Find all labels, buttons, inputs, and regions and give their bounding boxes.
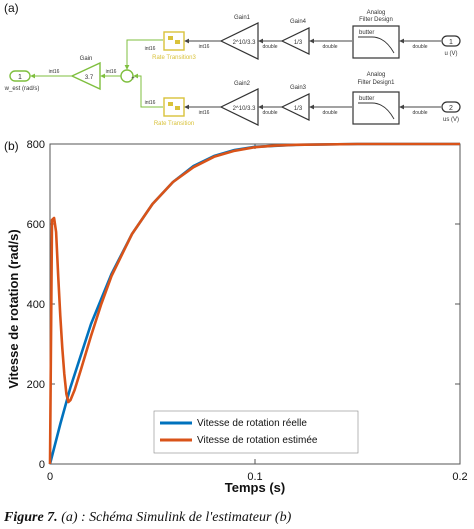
sig-gain2-in: double — [262, 110, 277, 116]
y-tick-label: 400 — [27, 299, 45, 311]
sig-gain3-in: double — [322, 110, 337, 116]
gain-est-title: Gain — [80, 56, 93, 62]
gain1-title: Gain1 — [234, 15, 251, 21]
gain4-block[interactable]: 1/3 Gain4 — [280, 19, 310, 55]
sig-rt-lower-in: int16 — [199, 110, 210, 116]
filter-lower-text: butter — [359, 96, 374, 102]
legend: Vitesse de rotation réelle Vitesse de ro… — [153, 410, 359, 454]
input-port-us[interactable]: 2 us (V) — [441, 101, 461, 123]
x-tick-label: 0.1 — [247, 471, 262, 483]
simulink-diagram: (a) 1 w_est (rad/s) 3.7 Gain int16 + + i… — [4, 1, 461, 127]
sig-filter-lower-in: double — [412, 110, 427, 116]
rate-transition-lower[interactable]: Rate Transition — [154, 97, 194, 127]
rate-transition-lower-label: Rate Transition — [154, 121, 194, 127]
gain-est-value: 3.7 — [85, 75, 94, 81]
input-port-us-number: 2 — [449, 105, 453, 112]
figure-caption: Figure 7. (a) : Schéma Simulink de l'est… — [4, 510, 470, 526]
input-port-u-number: 1 — [449, 39, 453, 46]
caption-text: (a) : Schéma Simulink de l'estimateur (b… — [57, 510, 292, 525]
output-port[interactable]: 1 w_est (rad/s) — [4, 70, 40, 92]
input-port-u-name: u (V) — [444, 51, 457, 57]
sum-block[interactable]: + + — [120, 64, 135, 83]
panel-a-label: (a) — [4, 1, 19, 15]
gain3-title: Gain3 — [290, 85, 307, 91]
caption-lead: Figure 7. — [4, 510, 58, 525]
y-axis: 0 200 400 600 800 — [27, 139, 460, 471]
sig-sum-in-lower: int16 — [145, 100, 156, 106]
input-port-u[interactable]: 1 u (V) — [441, 35, 461, 57]
legend-label-real: Vitesse de rotation réelle — [197, 418, 307, 429]
gain4-value: 1/3 — [294, 40, 303, 46]
filter-upper-title-1: Analog — [367, 10, 386, 16]
x-axis: 0 0.1 0.2 — [47, 144, 468, 483]
gain4-title: Gain4 — [290, 19, 307, 25]
gain1-block[interactable]: 2^10/3.3 Gain1 — [219, 15, 259, 60]
wire-lower-to-sum — [133, 73, 163, 108]
output-port-name: w_est (rad/s) — [4, 86, 40, 92]
filter-lower-title-2: Filter Design1 — [357, 80, 395, 86]
y-tick-label: 0 — [39, 459, 45, 471]
gain3-value: 1/3 — [294, 106, 303, 112]
sig-sum-in-upper: int16 — [145, 46, 156, 52]
filter-upper-title-2: Filter Design — [359, 17, 393, 23]
output-port-number: 1 — [18, 74, 22, 81]
speed-chart: (b) 0 200 400 600 800 0 0.1 0.2 Vitesse de rot… — [4, 139, 468, 495]
rate-transition-upper-label: Rate Transition3 — [152, 55, 196, 61]
gain2-block[interactable]: 2^10/3.3 Gain2 — [219, 81, 259, 126]
sig-gain-est-in: int16 — [49, 69, 60, 75]
legend-label-est: Vitesse de rotation estimée — [197, 435, 318, 446]
gain1-value: 2^10/3.3 — [233, 40, 256, 46]
x-axis-label: Temps (s) — [225, 480, 285, 495]
y-axis-label: Vitesse de rotation (rad/s) — [6, 229, 21, 388]
sig-gain4-in: double — [322, 44, 337, 50]
gain2-title: Gain2 — [234, 81, 251, 87]
filter-lower-title-1: Analog — [367, 72, 386, 78]
y-tick-label: 200 — [27, 379, 45, 391]
filter-upper-text: butter — [359, 30, 374, 36]
sig-gain1-in: double — [262, 44, 277, 50]
x-tick-label: 0 — [47, 471, 53, 483]
gain2-value: 2^10/3.3 — [233, 106, 256, 112]
series-line-estimated — [48, 142, 460, 465]
legend-box — [153, 410, 359, 454]
sum-plus-left: + — [131, 76, 135, 82]
gain-est-block[interactable]: 3.7 Gain — [70, 56, 101, 91]
filter-upper-block[interactable]: butter Analog Filter Design — [352, 10, 400, 59]
sig-filter-upper-in: double — [412, 44, 427, 50]
x-tick-label: 0.2 — [452, 471, 467, 483]
wire-upper-to-sum — [124, 39, 163, 70]
y-tick-label: 600 — [27, 219, 45, 231]
panel-b-label: (b) — [4, 139, 19, 153]
series-lines — [48, 142, 460, 465]
filter-lower-block[interactable]: butter Analog Filter Design1 — [352, 72, 400, 125]
sig-sum-out: int16 — [106, 69, 117, 75]
input-port-us-name: us (V) — [443, 117, 459, 123]
rate-transition-upper[interactable]: Rate Transition3 — [152, 31, 197, 61]
y-tick-label: 800 — [27, 139, 45, 151]
gain3-block[interactable]: 1/3 Gain3 — [280, 85, 310, 121]
sig-rt-upper-in: int16 — [199, 44, 210, 50]
